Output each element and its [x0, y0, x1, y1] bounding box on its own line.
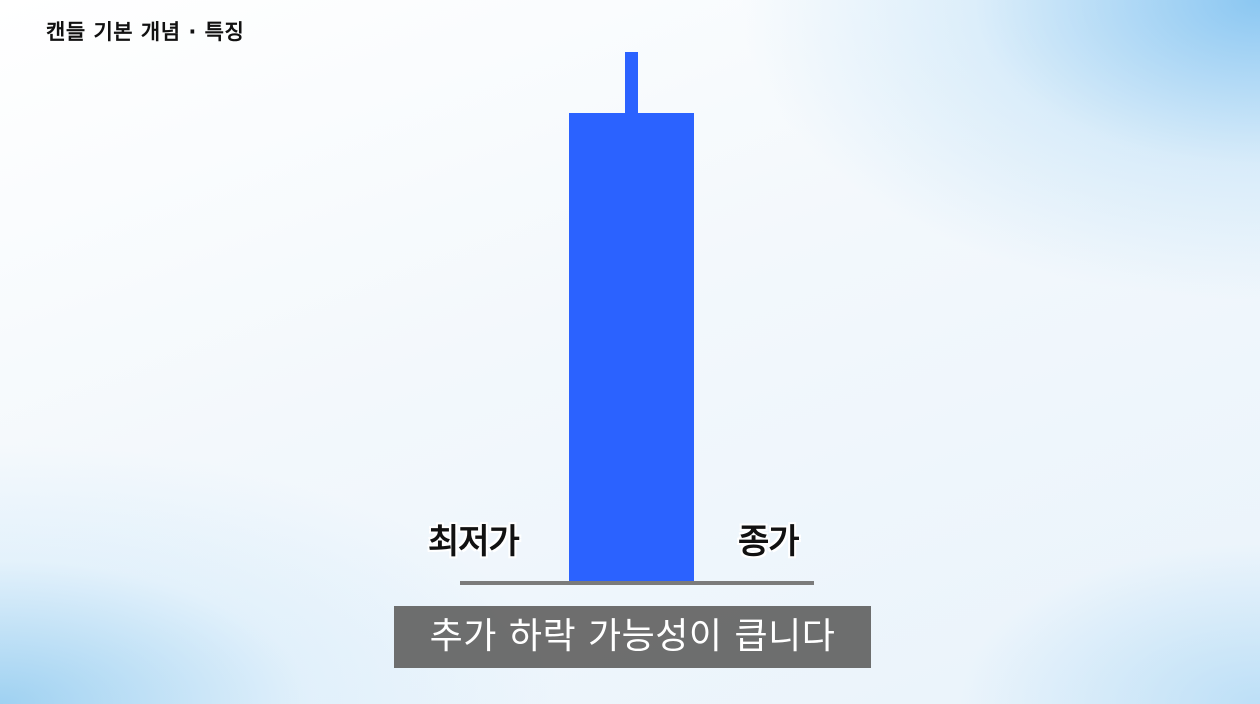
candle-body — [569, 113, 694, 583]
candle-wick — [625, 52, 638, 116]
page-title: 캔들 기본 개념 · 특징 — [46, 20, 245, 44]
subtitle-caption: 추가 하락 가능성이 큽니다 — [394, 606, 871, 668]
label-low-price: 최저가 — [428, 522, 520, 562]
label-close-price: 종가 — [738, 522, 800, 562]
baseline — [460, 581, 814, 585]
